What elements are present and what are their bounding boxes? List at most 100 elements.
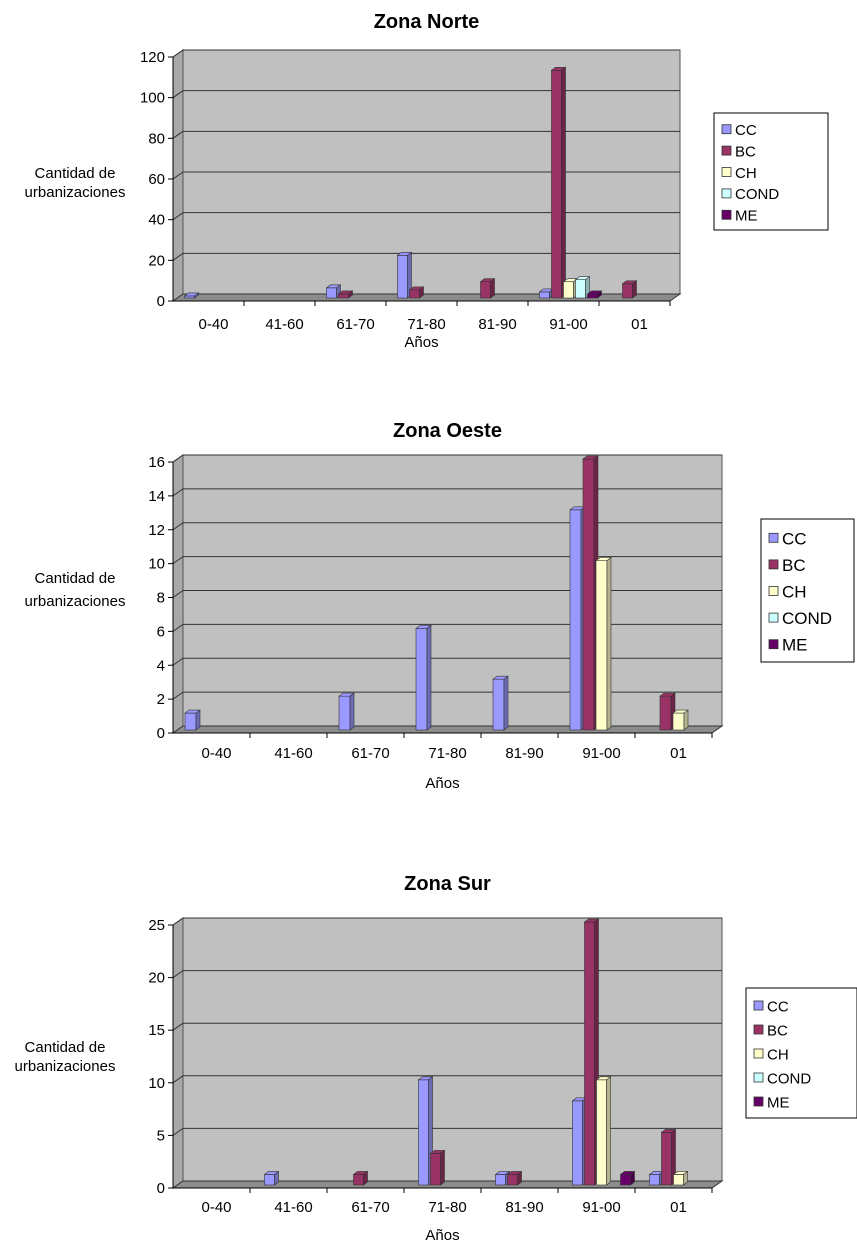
- y-tick-label: 20: [148, 970, 165, 987]
- x-tick-label: 71-80: [428, 745, 466, 762]
- bar-front: [595, 560, 608, 731]
- x-tick-label: 71-80: [407, 316, 445, 333]
- gridline-side: [172, 590, 184, 598]
- bar-side: [194, 292, 199, 299]
- legend-entry: ME: [782, 636, 808, 655]
- gridline-side: [172, 171, 184, 180]
- bar-front: [620, 1174, 631, 1186]
- legend-swatch: [721, 167, 732, 177]
- gridline-side: [172, 522, 184, 531]
- y-tick-label: 12: [148, 522, 165, 539]
- x-tick-label: 71-80: [428, 1199, 466, 1216]
- bar-front: [184, 295, 195, 299]
- bar-me-91-00: [586, 290, 603, 299]
- chart-1: Zona Oeste 0 2 4 6 8 10 12 14 16 0-40 41-60 61-70 71-…: [25, 420, 855, 792]
- bar-side: [606, 557, 612, 731]
- y-tick-label: 120: [140, 49, 165, 66]
- gridline-side: [172, 1075, 184, 1084]
- bar-bc-71-80: [429, 1149, 446, 1186]
- gridline-side: [172, 691, 184, 700]
- bar-front: [338, 293, 349, 299]
- legend: CC BC CH COND ME: [745, 987, 857, 1119]
- bar-side: [349, 692, 355, 731]
- gridline-side: [172, 90, 184, 99]
- bar-cond-91-00: [574, 276, 591, 299]
- legend-swatch: [753, 1000, 764, 1011]
- bar-side: [630, 1170, 635, 1186]
- y-axis-label-line2: urbanizaciones: [15, 1058, 116, 1075]
- x-tick-label: 01: [670, 745, 687, 762]
- gridline-side: [172, 657, 184, 666]
- bar-side: [683, 1170, 688, 1186]
- bar-bc-61-70: [337, 290, 354, 299]
- legend-box: [760, 518, 855, 663]
- x-tick-label: 01: [670, 1199, 687, 1216]
- legend-swatch: [753, 1024, 764, 1035]
- x-axis-label: Años: [425, 1227, 459, 1244]
- legend-box: [713, 112, 829, 231]
- bar-front: [596, 1079, 607, 1186]
- plot-back-wall: [182, 917, 723, 1182]
- gridline-side: [172, 130, 184, 139]
- bar-front: [569, 509, 582, 731]
- y-tick-label: 8: [157, 590, 165, 607]
- bar-front: [582, 458, 595, 731]
- bar-front: [563, 281, 574, 299]
- y-tick-label: 60: [148, 171, 165, 188]
- y-tick-label: 10: [148, 1075, 165, 1092]
- y-axis-label-line1: Cantidad de: [35, 570, 116, 587]
- bar-side: [517, 1170, 522, 1186]
- bar-side: [419, 286, 424, 299]
- x-tick-label: 41-60: [274, 1199, 312, 1216]
- bar-front: [572, 1100, 583, 1186]
- x-tick-label: 61-70: [336, 316, 374, 333]
- bar-front: [264, 1174, 275, 1186]
- gridline-side: [172, 917, 184, 926]
- legend-entry: COND: [735, 186, 779, 203]
- legend-box: [745, 987, 857, 1119]
- x-tick-label: 61-70: [351, 745, 389, 762]
- bar-ch-01: [672, 1170, 689, 1186]
- y-tick-label: 4: [157, 657, 165, 674]
- y-tick-label: 25: [148, 917, 165, 934]
- bar-cc-71-80: [415, 624, 432, 731]
- bar-side: [426, 624, 432, 731]
- legend-swatch: [768, 559, 779, 570]
- bar-front: [672, 712, 685, 731]
- bar-front: [495, 1174, 506, 1186]
- legend-entry: CH: [782, 582, 807, 601]
- y-axis-label-line2: urbanizaciones: [25, 184, 126, 201]
- x-tick-label: 61-70: [351, 1199, 389, 1216]
- y-tick-label: 14: [148, 488, 165, 505]
- gridline-side: [172, 1022, 184, 1031]
- bar-side: [561, 66, 566, 299]
- bar-me-91-00: [619, 1170, 636, 1186]
- bar-front: [409, 289, 420, 299]
- gridline-side: [172, 488, 184, 497]
- plot-side-wall: [172, 917, 184, 1189]
- bar-bc-81-90: [479, 278, 496, 299]
- x-tick-label: 0-40: [201, 1199, 231, 1216]
- chart-title: Zona Oeste: [393, 420, 502, 442]
- chart-title: Zona Norte: [374, 11, 480, 33]
- legend-entry: CC: [767, 998, 789, 1015]
- bar-front: [480, 281, 491, 299]
- legend-swatch: [768, 639, 779, 650]
- bar-cc-0-40: [184, 709, 201, 731]
- bar-front: [661, 1132, 672, 1186]
- bar-side: [195, 709, 201, 731]
- y-axis-label-line1: Cantidad de: [25, 1039, 106, 1056]
- legend: CC BC CH COND ME: [713, 112, 829, 231]
- bar-side: [440, 1149, 445, 1186]
- bar-front: [492, 678, 505, 731]
- x-tick-label: 01: [631, 316, 648, 333]
- legend-entry: CH: [735, 165, 757, 182]
- bar-bc-81-90: [506, 1170, 523, 1186]
- bar-front: [507, 1174, 518, 1186]
- x-tick-label: 81-90: [505, 745, 543, 762]
- bar-front: [326, 287, 337, 299]
- gridline-side: [172, 1127, 184, 1136]
- chart-title: Zona Sur: [404, 873, 491, 895]
- legend-swatch: [721, 145, 732, 156]
- y-tick-label: 40: [148, 212, 165, 229]
